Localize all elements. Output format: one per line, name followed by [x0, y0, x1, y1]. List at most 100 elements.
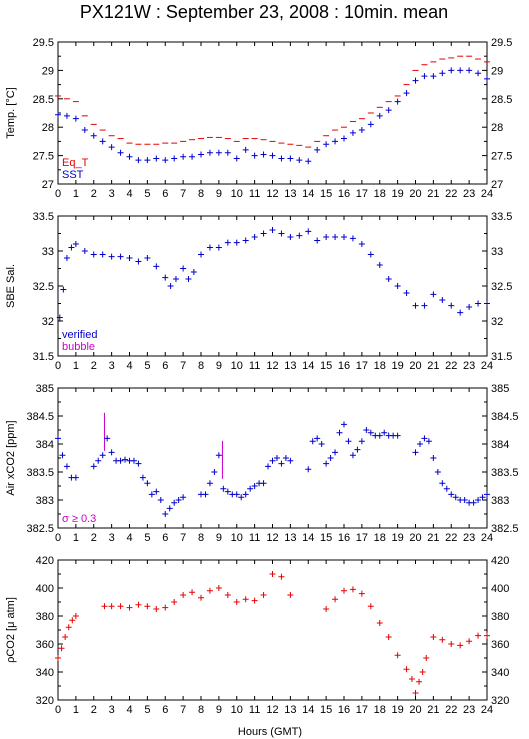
series-eq-t [55, 55, 490, 148]
data-point [363, 427, 370, 433]
data-point [153, 606, 160, 612]
data-point [421, 73, 428, 80]
data-point [367, 121, 374, 128]
data-point [198, 151, 204, 158]
data-point [180, 592, 187, 598]
y-tick-label-left: 28.5 [33, 94, 54, 106]
data-point [466, 67, 473, 74]
y-tick-label-left: 32.5 [33, 281, 54, 293]
data-point [153, 263, 160, 270]
data-point [394, 98, 401, 105]
x-tick-label: 10 [231, 188, 243, 200]
data-point [323, 234, 330, 240]
data-point [56, 314, 63, 321]
y-tick-label-right: 382.5 [491, 523, 519, 535]
data-point [260, 151, 267, 158]
y-tick-label-left: 340 [36, 667, 54, 679]
x-tick-label: 18 [374, 360, 386, 372]
data-point [385, 107, 392, 114]
data-point [439, 70, 446, 77]
data-point [63, 255, 70, 261]
data-point [296, 232, 303, 239]
data-point [242, 596, 249, 603]
data-point [358, 438, 365, 445]
x-tick-label: 3 [109, 532, 115, 544]
data-point [354, 446, 361, 453]
x-tick-label: 18 [374, 188, 386, 200]
x-tick-label: 7 [180, 360, 186, 372]
x-tick-label: 2 [91, 532, 97, 544]
data-point [55, 655, 61, 661]
data-point [269, 457, 276, 464]
x-tick-label: 22 [445, 704, 457, 716]
y-tick-label-right: 420 [491, 555, 509, 567]
x-tick-label: 15 [320, 360, 332, 372]
data-point [430, 455, 437, 461]
data-point [65, 624, 72, 631]
data-point [309, 438, 316, 445]
y-tick-label-right: 385 [491, 383, 509, 395]
data-point [171, 499, 178, 506]
data-point [175, 497, 182, 503]
y-tick-label-left: 33.5 [33, 211, 54, 223]
x-tick-label: 18 [374, 532, 386, 544]
data-point [349, 586, 356, 593]
data-point [180, 494, 187, 501]
x-tick-label: 1 [73, 188, 79, 200]
data-point [233, 155, 240, 162]
data-point [144, 480, 151, 487]
data-point [247, 485, 254, 492]
y-tick-label-right: 383.5 [491, 467, 519, 479]
data-point [484, 632, 490, 639]
data-point [233, 239, 240, 246]
x-tick-label: 12 [266, 532, 278, 544]
data-point [452, 494, 459, 501]
x-tick-label: 4 [126, 360, 132, 372]
data-point [189, 153, 196, 160]
data-point [475, 632, 482, 639]
y-tick-label-left: 400 [36, 583, 54, 595]
data-point [367, 251, 374, 258]
x-tick-label: 15 [320, 704, 332, 716]
data-point [104, 435, 111, 442]
y-tick-label-right: 29 [491, 65, 503, 77]
x-tick-label: 0 [55, 532, 61, 544]
x-tick-label: 17 [356, 704, 368, 716]
data-point [358, 127, 365, 134]
data-point [251, 152, 258, 159]
y-tick-label-left: 382.5 [26, 523, 54, 535]
x-tick-label: 3 [109, 704, 115, 716]
data-point [144, 603, 151, 610]
x-tick-label: 4 [126, 188, 132, 200]
x-tick-label: 13 [284, 704, 296, 716]
data-point [72, 613, 79, 619]
data-point [90, 463, 97, 470]
y-tick-label-left: 384 [36, 439, 54, 451]
data-point [376, 432, 383, 439]
x-tick-label: 10 [231, 532, 243, 544]
data-point [305, 228, 312, 235]
data-point [265, 463, 272, 470]
data-point [479, 494, 486, 501]
data-point [287, 155, 294, 162]
data-point [135, 601, 142, 608]
data-point [423, 655, 430, 661]
data-point [358, 590, 365, 597]
data-point [260, 230, 267, 237]
series-verified [56, 227, 490, 321]
data-point [126, 255, 133, 261]
y-axis-label: Temp. [°C] [5, 87, 17, 138]
legend-entry: σ ≥ 0.3 [62, 513, 96, 525]
x-tick-label: 17 [356, 532, 368, 544]
x-tick-label: 19 [392, 704, 404, 716]
data-point [171, 155, 178, 162]
x-tick-label: 2 [91, 360, 97, 372]
x-tick-label: 18 [374, 704, 386, 716]
y-tick-label-left: 384.5 [26, 411, 54, 423]
data-point [394, 283, 401, 289]
data-point [461, 497, 468, 503]
data-point [457, 67, 464, 74]
x-tick-label: 2 [91, 188, 97, 200]
data-point [416, 441, 423, 447]
